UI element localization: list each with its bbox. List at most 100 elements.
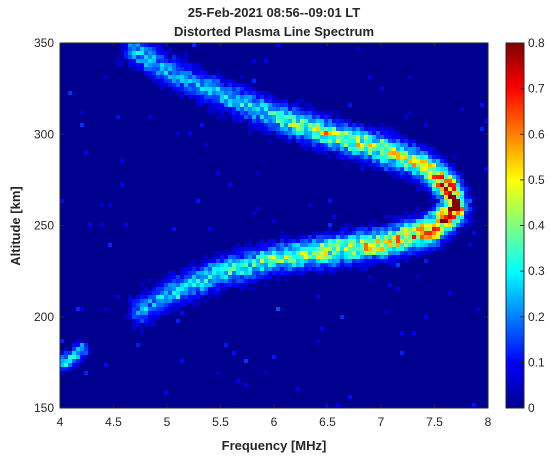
- heatmap-cell: [296, 119, 300, 123]
- heatmap-cell: [232, 263, 236, 267]
- heatmap-cell: [320, 259, 324, 263]
- heatmap-cell: [176, 291, 180, 295]
- heatmap-cell: [272, 267, 276, 271]
- heatmap-cell: [260, 247, 264, 251]
- colorbar-tick-label: 0.3: [528, 264, 545, 278]
- heatmap-cell: [424, 143, 428, 147]
- heatmap-cell: [256, 251, 260, 255]
- heatmap-cell: [200, 71, 204, 75]
- heatmap-cell: [408, 163, 412, 167]
- heatmap-cell: [404, 223, 408, 227]
- heatmap-cell: [252, 87, 256, 91]
- heatmap-cell: [236, 247, 240, 251]
- heatmap-cell: [164, 311, 168, 315]
- heatmap-cell: [316, 111, 320, 115]
- heatmap-cell: [320, 151, 324, 155]
- heatmap-cell: [276, 247, 280, 251]
- heatmap-cell: [364, 247, 368, 251]
- heatmap-cell: [340, 235, 344, 239]
- heatmap-cell: [196, 103, 200, 107]
- heatmap-cell: [156, 287, 160, 291]
- heatmap-cell: [368, 159, 372, 163]
- heatmap-cell: [360, 143, 364, 147]
- heatmap-cell: [368, 131, 372, 135]
- heatmap-cell: [280, 267, 284, 271]
- heatmap-cell: [244, 255, 248, 259]
- heatmap-cell: [392, 243, 396, 247]
- heatmap-cell: [188, 267, 192, 271]
- heatmap-cell: [216, 251, 220, 255]
- heatmap-cell: [284, 235, 288, 239]
- heatmap-cell: [248, 131, 252, 135]
- heatmap-cell: [240, 99, 244, 103]
- heatmap-cell: [184, 299, 188, 303]
- heatmap-cell: [304, 143, 308, 147]
- heatmap-cell: [148, 51, 152, 55]
- heatmap-cell: [336, 151, 340, 155]
- heatmap-cell: [80, 359, 84, 363]
- heatmap-cell: [308, 143, 312, 147]
- heatmap-cell: [192, 291, 196, 295]
- heatmap-cell: [252, 107, 256, 111]
- heatmap-cell: [196, 303, 200, 307]
- heatmap-cell: [316, 235, 320, 239]
- heatmap-cell: [312, 123, 316, 127]
- heatmap-cell: [148, 319, 152, 323]
- heatmap-cell: [376, 259, 380, 263]
- heatmap-cell: [376, 235, 380, 239]
- heatmap-cell: [152, 303, 156, 307]
- heatmap-cell: [308, 119, 312, 123]
- heatmap-cell: [176, 295, 180, 299]
- heatmap-cell: [372, 143, 376, 147]
- heatmap-cell: [420, 147, 424, 151]
- heatmap-cell: [164, 51, 168, 55]
- heatmap-cell: [272, 99, 276, 103]
- heatmap-cell: [324, 255, 328, 259]
- heatmap-cell: [360, 247, 364, 251]
- heatmap-cell: [176, 79, 180, 83]
- heatmap-cell: [360, 223, 364, 227]
- heatmap-cell: [452, 219, 456, 223]
- heatmap-cell: [136, 43, 140, 47]
- heatmap-cell: [164, 391, 168, 395]
- heatmap-cell: [404, 255, 408, 259]
- heatmap-cell: [384, 143, 388, 147]
- heatmap-cell: [372, 251, 376, 255]
- heatmap-cell: [436, 163, 440, 167]
- heatmap-cell: [420, 239, 424, 243]
- heatmap-cell: [348, 255, 352, 259]
- heatmap-cell: [388, 243, 392, 247]
- heatmap-cell: [368, 151, 372, 155]
- heatmap-cell: [356, 131, 360, 135]
- heatmap-cell: [336, 139, 340, 143]
- heatmap-cell: [292, 103, 296, 107]
- heatmap-cell: [116, 55, 120, 59]
- heatmap-cell: [448, 223, 452, 227]
- heatmap-cell: [408, 219, 412, 223]
- heatmap-cell: [364, 139, 368, 143]
- heatmap-cell: [416, 247, 420, 251]
- heatmap-cell: [308, 255, 312, 259]
- heatmap-cell: [200, 95, 204, 99]
- heatmap-cell: [444, 235, 448, 239]
- heatmap-cell: [288, 263, 292, 267]
- heatmap-cell: [200, 267, 204, 271]
- heatmap-cell: [320, 115, 324, 119]
- heatmap-cell: [144, 71, 148, 75]
- heatmap-cell: [380, 159, 384, 163]
- heatmap-cell: [328, 115, 332, 119]
- heatmap-cell: [172, 271, 176, 275]
- heatmap-cell: [248, 243, 252, 247]
- heatmap-cell: [240, 107, 244, 111]
- heatmap-cell: [224, 267, 228, 271]
- heatmap-cell: [116, 115, 120, 119]
- heatmap-cell: [364, 155, 368, 159]
- heatmap-cell: [148, 315, 152, 319]
- heatmap-cell: [456, 183, 460, 187]
- heatmap-cell: [148, 71, 152, 75]
- heatmap-cell: [244, 95, 248, 99]
- heatmap-cell: [400, 251, 404, 255]
- heatmap-cell: [300, 99, 304, 103]
- heatmap-cell: [452, 203, 456, 207]
- heatmap-cell: [424, 239, 428, 243]
